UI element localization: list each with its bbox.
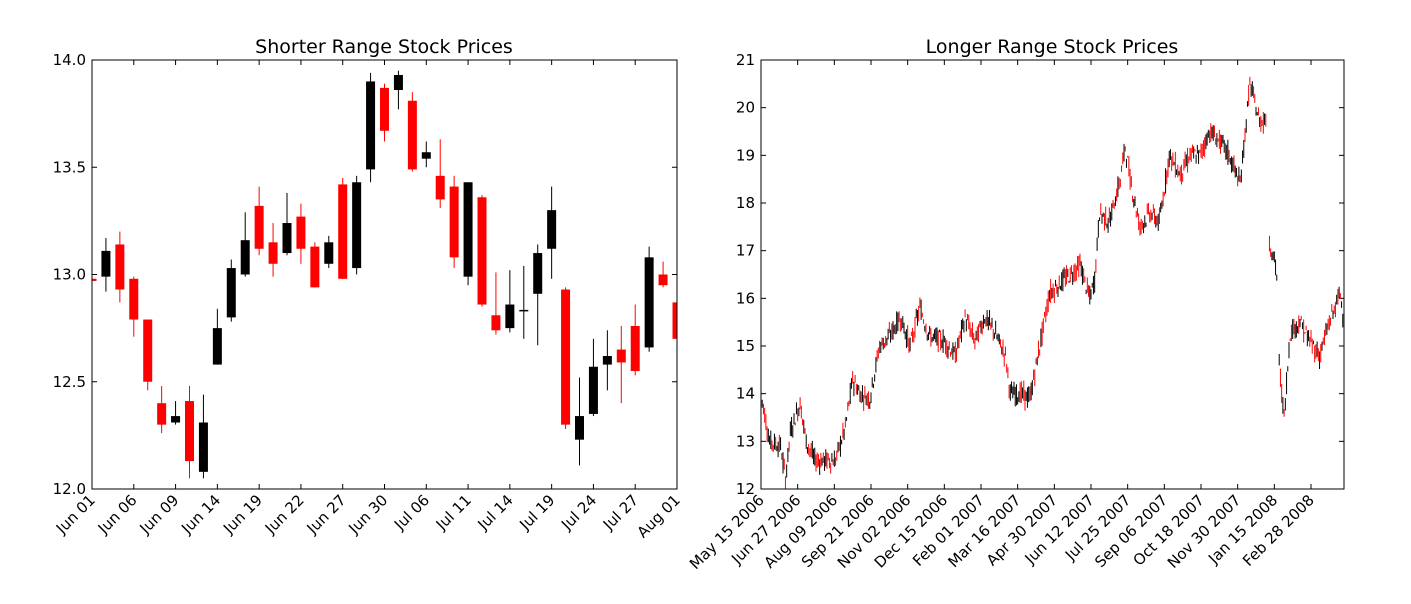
candle-body: [157, 403, 167, 425]
y-tick-label: 15: [736, 337, 755, 355]
candle-body: [491, 315, 501, 331]
x-tick-label: Jul 24: [557, 491, 600, 534]
candle-body: [268, 242, 278, 264]
candle-body: [143, 319, 153, 382]
y-tick-label: 12.5: [53, 373, 86, 391]
candle-body: [282, 223, 292, 254]
candle-body: [561, 289, 571, 425]
candle-body: [212, 328, 222, 365]
candle-body: [672, 302, 677, 339]
candles: [92, 70, 677, 479]
plot-frame: [760, 59, 1345, 490]
y-tick-label: 12: [736, 480, 755, 498]
candles: [761, 76, 1344, 489]
candle-body: [101, 250, 111, 277]
y-tick-label: 20: [736, 99, 755, 117]
candle-body: [588, 366, 598, 414]
candle-body: [463, 182, 473, 277]
x-tick-label: Jul 19: [515, 491, 558, 534]
candle-body: [254, 205, 264, 249]
candle-body: [115, 244, 125, 290]
candle-body: [393, 75, 403, 91]
candle-body: [324, 242, 334, 264]
y-tick-label: 16: [736, 289, 755, 307]
candle-body: [616, 349, 626, 363]
y-tick-label: 12.0: [53, 480, 86, 498]
chart-title: Shorter Range Stock Prices: [255, 36, 513, 58]
x-tick-label: Jun 30: [344, 491, 391, 538]
candle-body: [296, 216, 306, 249]
candle-body: [338, 184, 348, 279]
candle-body: [421, 152, 431, 159]
candle-body: [477, 197, 487, 305]
candle-body: [380, 87, 389, 131]
candle-body: [352, 182, 362, 269]
x-tick-label: Jun 14: [177, 491, 224, 538]
y-tick-label: 14: [736, 385, 755, 403]
y-tick-label: 18: [736, 194, 755, 212]
candle-body: [519, 309, 529, 312]
candle-body: [226, 268, 236, 318]
candle-body: [129, 278, 139, 320]
candle-body: [435, 175, 445, 200]
candle-body: [630, 325, 640, 372]
y-tick-label: 13.5: [53, 158, 86, 176]
y-tick-label: 19: [736, 146, 755, 164]
x-tick-label: Jun 22: [261, 491, 308, 538]
y-tick-label: 17: [736, 242, 755, 260]
x-tick-label: Jun 06: [94, 491, 141, 538]
plot-frame: [91, 59, 678, 490]
candle-body: [575, 416, 584, 440]
x-tick-label: Jul 11: [432, 491, 475, 534]
chart-title: Longer Range Stock Prices: [926, 36, 1179, 58]
x-tick-label: Jul 06: [390, 491, 433, 534]
y-tick-label: 13: [736, 432, 755, 450]
candle-body: [658, 274, 668, 286]
candle-body: [185, 401, 194, 462]
x-tick-label: Jun 19: [219, 491, 266, 538]
candle-body: [198, 422, 208, 472]
short-range-chart: Shorter Range Stock Prices 12.0 12.5 13.0 1…: [52, 36, 684, 541]
candle-body: [310, 246, 320, 288]
candle-body: [547, 210, 557, 249]
long-range-chart: Longer Range Stock Prices 12 13 14 15 16 17 18…: [686, 36, 1345, 573]
y-tick-label: 13.0: [53, 266, 86, 284]
candle-body: [644, 257, 654, 348]
x-tick-label: Jun 27: [303, 491, 350, 538]
x-tick-label: Jul 14: [474, 491, 517, 534]
y-tick-label: 21: [736, 51, 755, 69]
candle-body: [533, 253, 543, 294]
candle-body: [505, 304, 515, 329]
candle-body: [407, 100, 417, 170]
x-tick-label: Jun 01: [52, 491, 99, 538]
x-tick-label: Jun 09: [136, 491, 183, 538]
candle-body: [171, 416, 181, 423]
candle-body: [366, 81, 376, 170]
candle-body: [92, 278, 97, 281]
candle-body: [240, 240, 250, 275]
y-tick-label: 14.0: [53, 51, 86, 69]
candle-body: [602, 356, 612, 365]
candle-body: [449, 186, 459, 258]
x-tick-label: Aug 01: [634, 491, 684, 541]
